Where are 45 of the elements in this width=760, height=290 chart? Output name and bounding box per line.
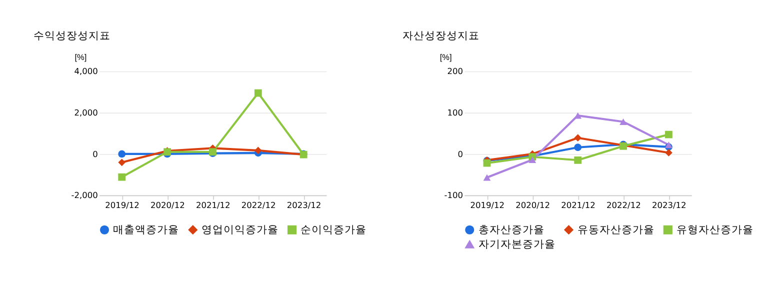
point xyxy=(483,174,491,181)
y-tick-label: 2,000 xyxy=(74,108,98,118)
point xyxy=(118,150,126,158)
x-tick-label: 2023/12 xyxy=(652,200,686,210)
point xyxy=(574,112,582,119)
point xyxy=(483,159,491,167)
x-tick-label: 2019/12 xyxy=(105,200,140,210)
x-tick-label: 2022/12 xyxy=(606,200,641,210)
legend-label: 자기자본증가율 xyxy=(478,238,556,251)
y-tick-label: 100 xyxy=(447,108,464,118)
legend-label: 매출액증가율 xyxy=(113,223,180,236)
legend-label: 유동자산증가율 xyxy=(577,223,654,236)
x-tick-label: 2021/12 xyxy=(561,200,596,210)
point xyxy=(118,173,126,181)
point xyxy=(574,134,582,142)
y-tick-label: 4,000 xyxy=(74,66,98,76)
y-tick-label: 0 xyxy=(92,148,98,159)
chart-title: 수익성장성지표 xyxy=(34,29,111,42)
point xyxy=(574,156,582,164)
point xyxy=(665,149,672,156)
x-tick-label: 2023/12 xyxy=(286,200,322,210)
x-tick-label: 2019/12 xyxy=(470,200,505,210)
y-tick-label: 200 xyxy=(447,66,464,76)
y-tick-label: -100 xyxy=(444,190,464,200)
legend-label: 총자산증가율 xyxy=(478,223,544,236)
x-tick-label: 2021/12 xyxy=(196,200,230,210)
y-tick-label: 0 xyxy=(458,148,464,159)
y-axis-title: [%] xyxy=(74,53,87,62)
legend-label: 영업이익증가율 xyxy=(202,223,279,236)
legend-label: 순이익증가율 xyxy=(300,223,367,236)
x-tick-label: 2020/12 xyxy=(516,200,550,210)
point xyxy=(528,156,536,163)
point xyxy=(665,142,672,148)
point xyxy=(254,146,262,154)
point xyxy=(665,130,672,138)
y-axis-title: [%] xyxy=(440,53,452,62)
legend-label: 유형자산증가율 xyxy=(676,223,754,236)
x-tick-label: 2022/12 xyxy=(241,200,276,210)
point xyxy=(254,89,262,97)
y-tick-label: -2,000 xyxy=(71,190,98,200)
chart-title: 자산성장성지표 xyxy=(402,29,480,42)
point xyxy=(118,158,126,166)
point xyxy=(574,144,582,152)
point xyxy=(620,118,627,125)
x-tick-label: 2020/12 xyxy=(150,200,185,210)
